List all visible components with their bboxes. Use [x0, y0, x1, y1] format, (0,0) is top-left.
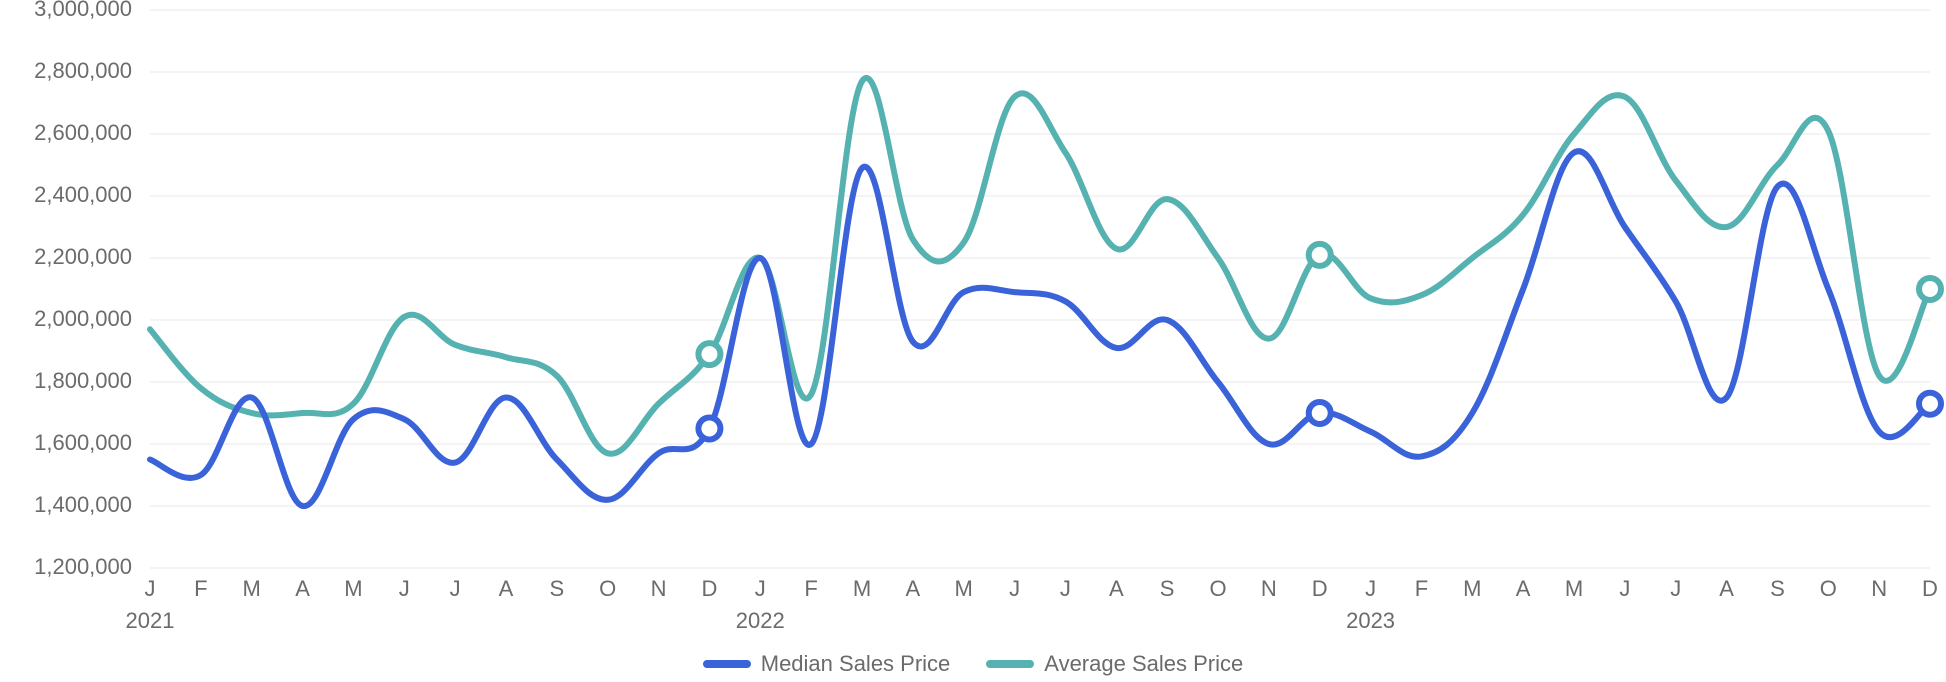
x-year-label: 2021 [126, 608, 175, 633]
x-tick-label: M [243, 576, 261, 601]
y-tick-label: 1,400,000 [34, 492, 132, 517]
y-tick-label: 2,800,000 [34, 58, 132, 83]
x-tick-label: J [1060, 576, 1071, 601]
x-tick-label: S [550, 576, 565, 601]
x-tick-label: S [1770, 576, 1785, 601]
x-tick-label: J [145, 576, 156, 601]
x-tick-label: F [194, 576, 207, 601]
x-tick-label: A [1719, 576, 1734, 601]
price-line-chart: 1,200,000 1,400,000 1,600,000 1,800,000 2,00… [0, 0, 1946, 682]
x-tick-label: J [755, 576, 766, 601]
x-tick-label: N [1261, 576, 1277, 601]
x-tick-label: F [1415, 576, 1428, 601]
x-tick-label: D [1922, 576, 1938, 601]
x-tick-label: D [1312, 576, 1328, 601]
y-tick-label: 3,000,000 [34, 0, 132, 21]
x-tick-label: J [1365, 576, 1376, 601]
x-year-label: 2022 [736, 608, 785, 633]
line-median [150, 151, 1930, 506]
x-tick-label: M [344, 576, 362, 601]
x-tick-label: M [1463, 576, 1481, 601]
y-tick-label: 2,200,000 [34, 244, 132, 269]
x-year-label: 2023 [1346, 608, 1395, 633]
x-tick-label: F [804, 576, 817, 601]
x-tick-label: A [1109, 576, 1124, 601]
x-tick-label: N [1871, 576, 1887, 601]
y-tick-label: 1,200,000 [34, 554, 132, 579]
chart-svg: 1,200,000 1,400,000 1,600,000 1,800,000 2,00… [0, 0, 1946, 682]
marker-average [1309, 244, 1331, 266]
x-tick-label: O [1209, 576, 1226, 601]
marker-median [698, 418, 720, 440]
x-tick-label: D [701, 576, 717, 601]
x-tick-label: A [499, 576, 514, 601]
marker-average [1919, 278, 1941, 300]
x-tick-label: A [1516, 576, 1531, 601]
x-tick-label: J [1619, 576, 1630, 601]
x-tick-label: J [450, 576, 461, 601]
legend-item-average: Average Sales Price [986, 651, 1243, 677]
y-tick-label: 2,000,000 [34, 306, 132, 331]
marker-average [698, 343, 720, 365]
y-tick-label: 1,800,000 [34, 368, 132, 393]
x-tick-label: N [651, 576, 667, 601]
y-tick-label: 2,400,000 [34, 182, 132, 207]
x-tick-label: S [1160, 576, 1175, 601]
marker-median [1309, 402, 1331, 424]
chart-legend: Median Sales Price Average Sales Price [0, 648, 1946, 677]
x-tick-label: M [853, 576, 871, 601]
x-tick-label: O [599, 576, 616, 601]
legend-swatch [703, 660, 751, 668]
legend-label: Median Sales Price [761, 651, 951, 677]
y-tick-label: 2,600,000 [34, 120, 132, 145]
x-tick-label: J [399, 576, 410, 601]
x-tick-label: M [955, 576, 973, 601]
x-tick-label: J [1670, 576, 1681, 601]
marker-median [1919, 393, 1941, 415]
x-tick-label: O [1820, 576, 1837, 601]
x-tick-label: A [906, 576, 921, 601]
legend-swatch [986, 660, 1034, 668]
legend-item-median: Median Sales Price [703, 651, 951, 677]
y-tick-label: 1,600,000 [34, 430, 132, 455]
x-tick-label: A [295, 576, 310, 601]
x-tick-label: J [1009, 576, 1020, 601]
legend-label: Average Sales Price [1044, 651, 1243, 677]
x-tick-label: M [1565, 576, 1583, 601]
